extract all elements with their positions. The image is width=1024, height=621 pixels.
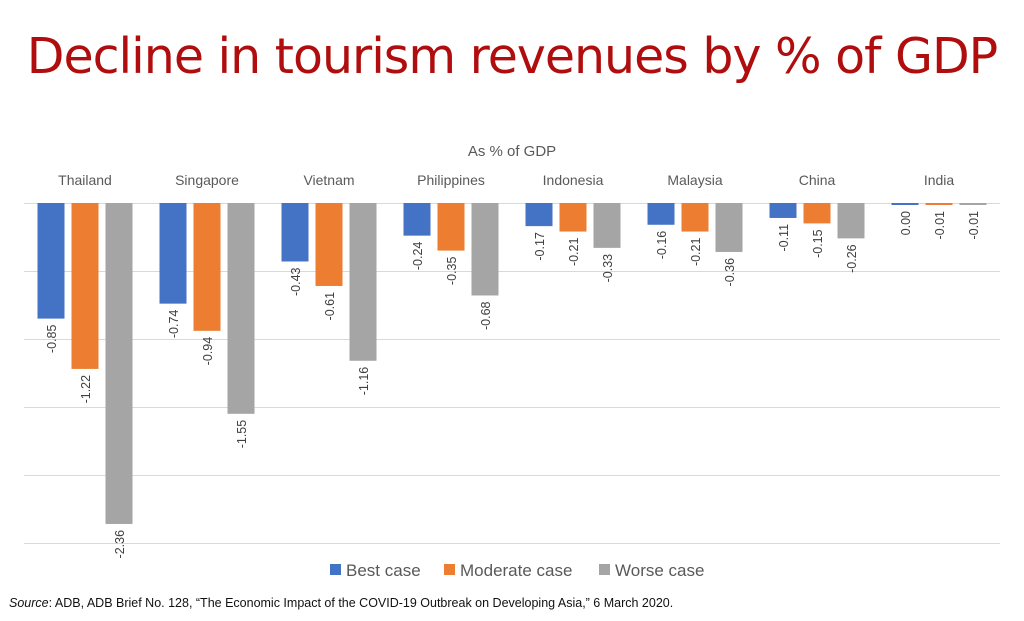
category-label: China — [799, 172, 836, 188]
data-label: -0.01 — [933, 211, 947, 240]
legend-label: Worse case — [615, 561, 704, 580]
bar-best-case — [891, 203, 919, 205]
data-label: -2.36 — [113, 530, 127, 559]
bar-best-case — [159, 203, 187, 304]
bar-moderate-case — [71, 203, 99, 369]
legend-label: Best case — [346, 561, 421, 580]
slide-title: Decline in tourism revenues by % of GDP — [26, 28, 999, 85]
data-label: -0.24 — [411, 242, 425, 271]
bar-moderate-case — [437, 203, 465, 251]
data-label: -0.36 — [723, 258, 737, 287]
bar-worse-case — [349, 203, 377, 361]
gridlines — [24, 203, 1000, 544]
data-label: 0.00 — [899, 211, 913, 235]
bar-worse-case — [715, 203, 743, 252]
data-labels: -0.85 -1.22 -2.36 -0.74 -0.94 -1.55 -0.43 -0.61… — [45, 211, 981, 558]
data-label: -0.61 — [323, 292, 337, 321]
data-label: -0.35 — [445, 257, 459, 286]
legend: Best case Moderate case Worse case — [330, 561, 704, 580]
bar-best-case — [403, 203, 431, 236]
legend-label: Moderate case — [460, 561, 572, 580]
bar-best-case — [37, 203, 65, 319]
category-label: Indonesia — [543, 172, 604, 188]
data-label: -0.11 — [777, 224, 791, 252]
category-labels: Thailand Singapore Vietnam Philippines Indon… — [58, 172, 954, 188]
bars — [37, 203, 987, 524]
data-label: -0.94 — [201, 337, 215, 366]
bar-best-case — [525, 203, 553, 227]
legend-swatch — [444, 564, 455, 575]
bar-moderate-case — [559, 203, 587, 232]
data-label: -0.16 — [655, 231, 669, 260]
bar-moderate-case — [681, 203, 709, 232]
category-label: Philippines — [417, 172, 485, 188]
legend-swatch — [330, 564, 341, 575]
category-label: Singapore — [175, 172, 239, 188]
bar-worse-case — [959, 203, 987, 205]
data-label: -0.21 — [567, 238, 581, 267]
source-label: Source — [9, 596, 49, 610]
data-label: -1.22 — [79, 375, 93, 404]
bar-worse-case — [837, 203, 865, 239]
category-label: Vietnam — [303, 172, 354, 188]
data-label: -1.55 — [235, 420, 249, 449]
bar-best-case — [769, 203, 797, 218]
data-label: -1.16 — [357, 367, 371, 396]
legend-swatch — [599, 564, 610, 575]
bar-moderate-case — [803, 203, 831, 224]
data-label: -0.43 — [289, 267, 303, 296]
data-label: -0.33 — [601, 254, 615, 283]
category-label: Thailand — [58, 172, 112, 188]
bar-moderate-case — [193, 203, 221, 331]
data-label: -0.15 — [811, 229, 825, 258]
data-label: -0.21 — [689, 238, 703, 267]
bar-best-case — [281, 203, 309, 262]
data-label: -0.26 — [845, 244, 859, 273]
bar-best-case — [647, 203, 675, 225]
category-label: Malaysia — [667, 172, 722, 188]
data-label: -0.68 — [479, 301, 493, 330]
data-label: -0.17 — [533, 232, 547, 261]
source-note: Source: ADB, ADB Brief No. 128, “The Eco… — [9, 596, 673, 610]
bar-worse-case — [227, 203, 255, 414]
bar-worse-case — [471, 203, 499, 296]
bar-moderate-case — [925, 203, 953, 205]
bar-worse-case — [105, 203, 133, 524]
bar-worse-case — [593, 203, 621, 248]
category-label: India — [924, 172, 955, 188]
source-text: : ADB, ADB Brief No. 128, “The Economic … — [48, 596, 674, 610]
data-label: -0.01 — [967, 211, 981, 240]
data-label: -0.85 — [45, 325, 59, 354]
bar-moderate-case — [315, 203, 343, 286]
data-label: -0.74 — [167, 310, 181, 339]
chart-title: As % of GDP — [468, 143, 556, 160]
